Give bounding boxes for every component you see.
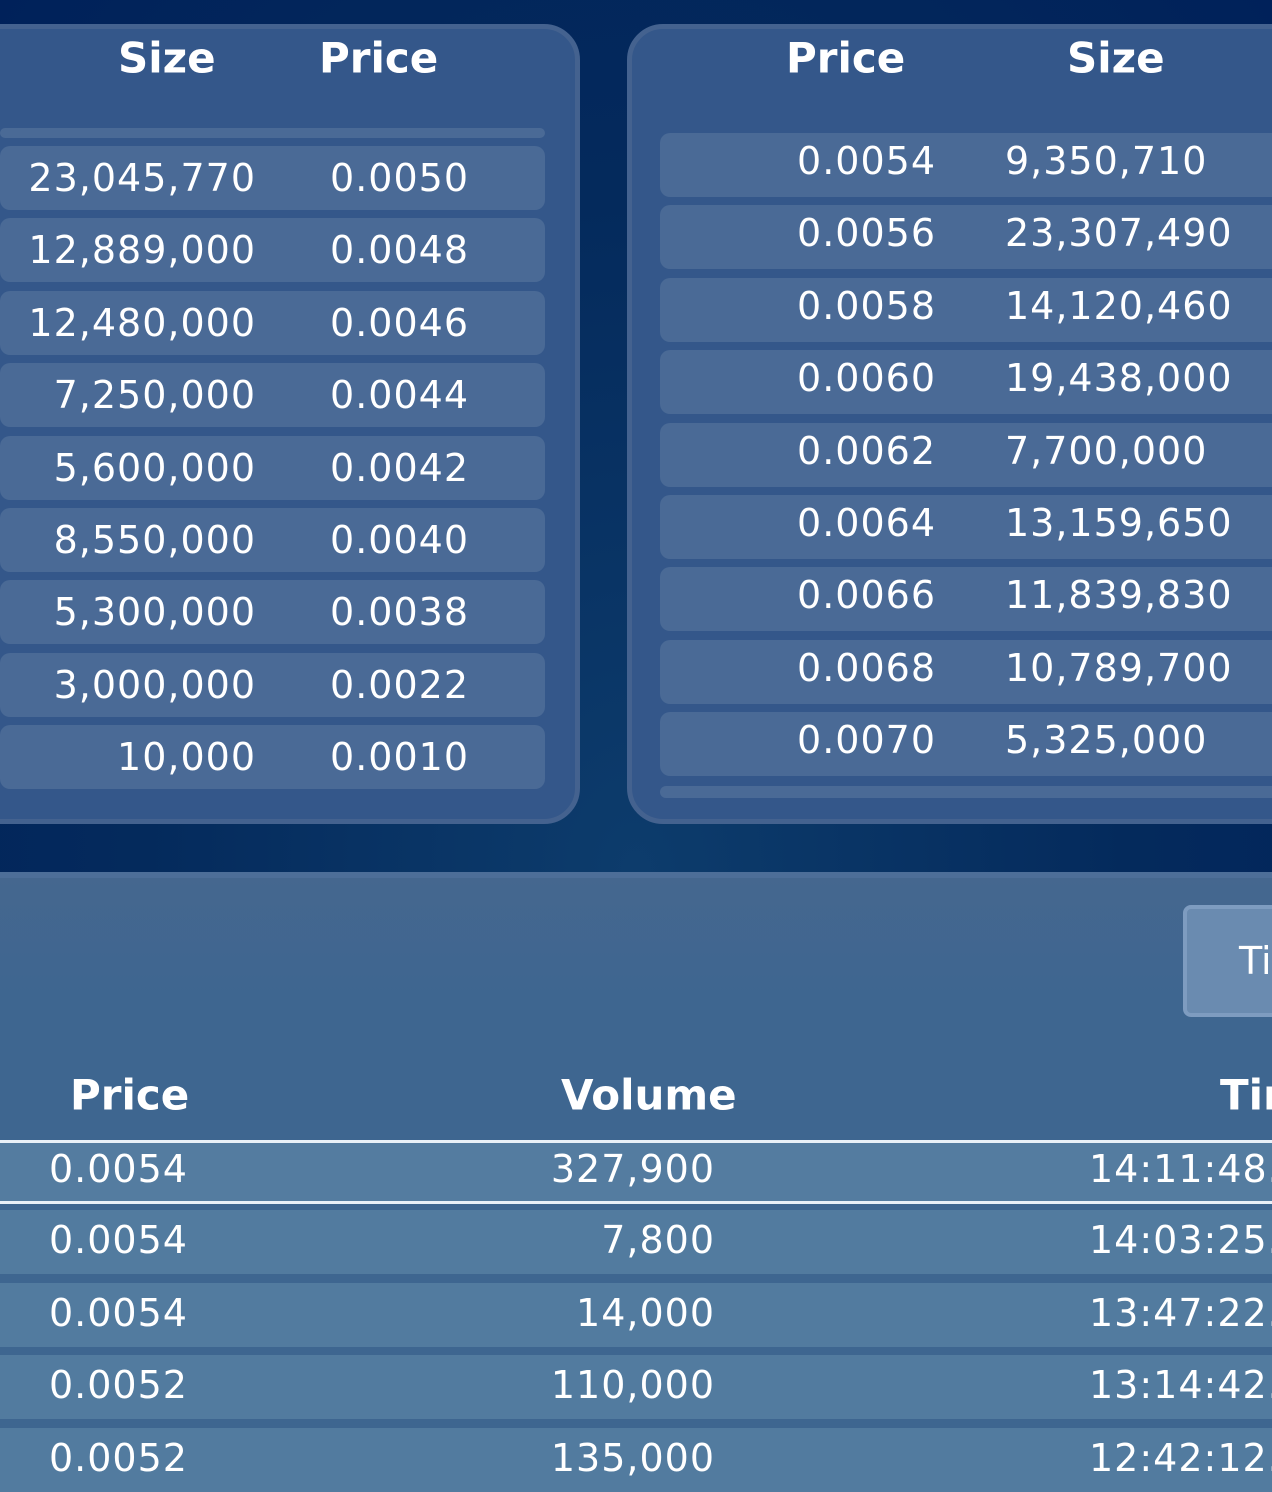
trade-time-cell: 13:47:22.4 (1089, 1290, 1272, 1335)
ask-row[interactable]: 0.0068 10,789,700 (660, 639, 1272, 704)
bid-size-cell: 8,550,000 (53, 518, 256, 562)
ask-row[interactable]: 0.0070 5,325,000 (660, 712, 1272, 777)
trade-volume-cell: 7,800 (601, 1218, 715, 1262)
ask-price-header: Price (786, 33, 906, 83)
trade-time-cell: 14:03:25.5 (1089, 1218, 1272, 1262)
ask-price-cell: 0.0056 (797, 211, 936, 256)
ask-size-cell: 11,839,830 (1005, 573, 1233, 618)
trade-row[interactable]: 0.0054 14,000 13:47:22.4 (0, 1282, 1272, 1347)
bid-row[interactable]: 8,550,000 0.0040 (0, 508, 545, 572)
ask-size-cell: 9,350,710 (1005, 139, 1208, 183)
trade-price-cell: 0.0052 (49, 1363, 188, 1407)
ask-size-cell: 14,120,460 (1005, 283, 1233, 328)
trade-row-selected[interactable]: 0.0054 327,900 14:11:48.6 (0, 1140, 1272, 1204)
bid-row[interactable]: 5,300,000 0.0038 (0, 580, 545, 645)
ask-size-cell: 23,307,490 (1005, 211, 1233, 256)
bid-row[interactable]: 5,600,000 0.0042 (0, 435, 545, 500)
ask-size-cell: 13,159,650 (1005, 501, 1233, 545)
bid-price-cell: 0.0022 (330, 662, 469, 707)
trade-price-header: Price (70, 1070, 190, 1120)
ask-price-cell: 0.0060 (797, 356, 936, 401)
time-toggle-button[interactable]: Ti (1183, 905, 1272, 1017)
bid-row[interactable]: 3,000,000 0.0022 (0, 652, 545, 717)
trade-volume-cell: 110,000 (550, 1363, 715, 1407)
ask-row[interactable]: 0.0060 19,438,000 (660, 350, 1272, 415)
ask-row[interactable]: 0.0066 11,839,830 (660, 567, 1272, 632)
ask-price-cell: 0.0066 (797, 573, 936, 618)
bid-size-cell: 5,600,000 (53, 445, 256, 490)
bid-size-cell: 5,300,000 (53, 590, 256, 635)
bid-price-cell: 0.0040 (330, 518, 469, 562)
ask-row[interactable]: 0.0058 14,120,460 (660, 277, 1272, 342)
bid-size-cell: 10,000 (117, 735, 256, 780)
trade-row[interactable]: 0.0052 110,000 13:14:42.2 (0, 1355, 1272, 1419)
bid-size-cell: 12,480,000 (28, 300, 256, 345)
trade-price-cell: 0.0054 (49, 1290, 188, 1335)
trade-time-cell: 13:14:42.2 (1089, 1363, 1272, 1407)
trade-volume-cell: 14,000 (576, 1290, 715, 1335)
ask-price-cell: 0.0064 (797, 501, 936, 545)
bid-size-cell: 3,000,000 (53, 662, 256, 707)
trade-price-cell: 0.0054 (49, 1218, 188, 1262)
bid-price-cell: 0.0046 (330, 300, 469, 345)
bid-row[interactable]: 12,889,000 0.0048 (0, 218, 545, 283)
trade-volume-cell: 327,900 (550, 1147, 715, 1191)
bid-size-cell: 7,250,000 (53, 373, 256, 418)
bid-row-partial (0, 128, 545, 138)
ask-price-cell: 0.0068 (797, 645, 936, 690)
ask-row-partial (660, 786, 1272, 798)
trade-row[interactable]: 0.0052 135,000 12:42:12.0 (0, 1427, 1272, 1492)
bid-row[interactable]: 7,250,000 0.0044 (0, 363, 545, 428)
ask-size-cell: 10,789,700 (1005, 645, 1233, 690)
ask-row[interactable]: 0.0062 7,700,000 (660, 422, 1272, 487)
bid-size-cell: 23,045,770 (28, 156, 256, 200)
bid-price-cell: 0.0042 (330, 445, 469, 490)
ask-size-cell: 7,700,000 (1005, 428, 1208, 473)
trade-row[interactable]: 0.0054 7,800 14:03:25.5 (0, 1210, 1272, 1274)
bid-price-cell: 0.0048 (330, 228, 469, 273)
trade-volume-header: Volume (561, 1070, 737, 1120)
ask-size-cell: 5,325,000 (1005, 718, 1208, 763)
bid-size-cell: 12,889,000 (28, 228, 256, 273)
ask-price-cell: 0.0054 (797, 139, 936, 183)
bid-size-header: Size (118, 33, 216, 83)
bid-price-cell: 0.0044 (330, 373, 469, 418)
bid-row[interactable]: 23,045,770 0.0050 (0, 146, 545, 210)
trade-volume-cell: 135,000 (550, 1435, 715, 1480)
trade-time-header: Tir (1220, 1070, 1272, 1120)
ask-price-cell: 0.0062 (797, 428, 936, 473)
trade-price-cell: 0.0052 (49, 1435, 188, 1480)
ask-size-cell: 19,438,000 (1005, 356, 1233, 401)
ask-row[interactable]: 0.0054 9,350,710 (660, 133, 1272, 197)
bid-price-cell: 0.0038 (330, 590, 469, 635)
bid-row[interactable]: 10,000 0.0010 (0, 725, 545, 790)
bid-price-header: Price (319, 33, 439, 83)
ask-price-cell: 0.0058 (797, 283, 936, 328)
ask-size-header: Size (1067, 33, 1165, 83)
ask-row[interactable]: 0.0064 13,159,650 (660, 495, 1272, 559)
trade-price-cell: 0.0054 (49, 1147, 188, 1191)
trade-time-cell: 14:11:48.6 (1089, 1147, 1272, 1191)
bid-row[interactable]: 12,480,000 0.0046 (0, 290, 545, 355)
trade-time-cell: 12:42:12.0 (1089, 1435, 1272, 1480)
ask-row[interactable]: 0.0056 23,307,490 (660, 205, 1272, 270)
ask-price-cell: 0.0070 (797, 718, 936, 763)
bid-price-cell: 0.0010 (330, 735, 469, 780)
bid-price-cell: 0.0050 (330, 156, 469, 200)
